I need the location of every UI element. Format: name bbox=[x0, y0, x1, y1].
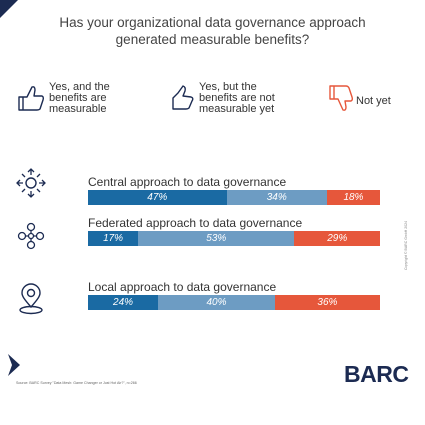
segment-not-measurable-yet: 40% bbox=[158, 295, 275, 310]
row-label-local: Local approach to data governance bbox=[88, 280, 277, 294]
thumbs-down-icon bbox=[329, 85, 354, 111]
segment-not-measurable-yet: 34% bbox=[226, 190, 327, 205]
bar-value-label: 17% bbox=[103, 233, 124, 244]
bar-value-label: 18% bbox=[343, 192, 364, 203]
federated-network-icon bbox=[17, 222, 45, 250]
bar-federated: 17% 53% 29% bbox=[88, 231, 380, 246]
title-line-1: Has your organizational data governance … bbox=[59, 15, 366, 30]
bar-value-label: 34% bbox=[266, 192, 287, 203]
thumbs-up-icon bbox=[18, 86, 45, 111]
segment-not-yet: 18% bbox=[326, 190, 380, 205]
arrow-marker-icon bbox=[8, 354, 20, 376]
legend-label-not-yet: Not yet bbox=[356, 95, 391, 107]
bar-value-label: 36% bbox=[317, 297, 338, 308]
title-line-2: generated measurable benefits? bbox=[115, 32, 310, 47]
corner-accent bbox=[0, 0, 18, 18]
segment-not-measurable-yet: 53% bbox=[138, 231, 295, 246]
bar-value-label: 47% bbox=[147, 192, 168, 203]
central-nodes-icon bbox=[16, 168, 46, 198]
legend-label-measurable: Yes, and the benefits are measurable bbox=[49, 81, 110, 115]
barc-logo: BARC bbox=[344, 361, 409, 387]
segment-measurable: 17% bbox=[88, 231, 139, 246]
segment-not-yet: 29% bbox=[294, 231, 380, 246]
bar-value-label: 24% bbox=[113, 297, 134, 308]
location-pin-icon bbox=[19, 283, 43, 315]
legend-item-not-yet: Not yet bbox=[328, 82, 391, 114]
copyright-notice: Copyright © BARC GmbH 2024 bbox=[404, 220, 408, 270]
legend-item-measurable: Yes, and the benefits are measurable bbox=[16, 82, 110, 115]
bar-value-label: 29% bbox=[327, 233, 348, 244]
segment-not-yet: 36% bbox=[274, 295, 380, 310]
bar-value-label: 53% bbox=[206, 233, 227, 244]
bar-value-label: 40% bbox=[206, 297, 227, 308]
row-label-federated: Federated approach to data governance bbox=[88, 216, 303, 230]
row-label-central: Central approach to data governance bbox=[88, 175, 287, 189]
bar-central: 47% 34% 18% bbox=[88, 190, 380, 205]
chart-title: Has your organizational data governance … bbox=[20, 14, 405, 48]
segment-measurable: 47% bbox=[88, 190, 227, 205]
thumbs-up-outline-icon bbox=[172, 85, 194, 110]
legend-label-not-measurable-yet: Yes, but the benefits are not measurable… bbox=[199, 81, 275, 115]
legend-item-not-measurable-yet: Yes, but the benefits are not measurable… bbox=[166, 82, 275, 115]
bar-local: 24% 40% 36% bbox=[88, 295, 380, 310]
source-note: Source: BARC Survey "Data Mesh: Game Cha… bbox=[16, 381, 137, 385]
segment-measurable: 24% bbox=[88, 295, 159, 310]
